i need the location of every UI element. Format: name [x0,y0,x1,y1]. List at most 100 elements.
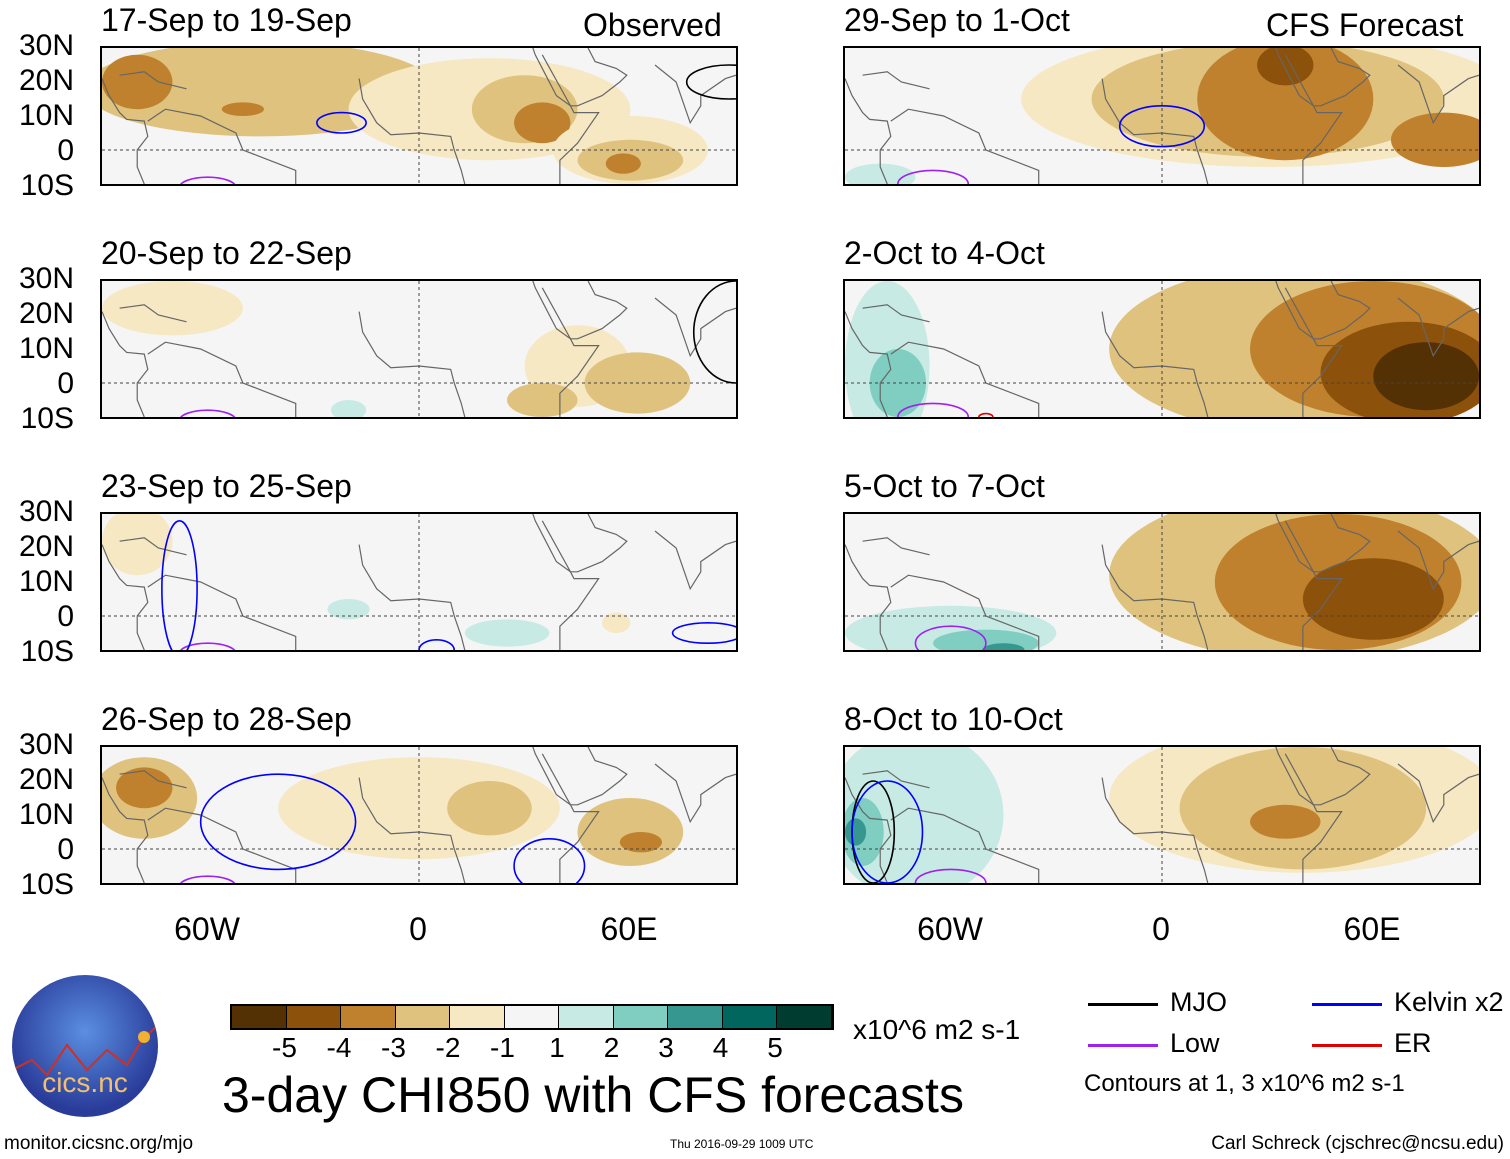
anomaly-region [982,643,1025,650]
lat-label: 0 [57,833,74,866]
colorbar-swatch [286,1006,341,1028]
colorbar-units: x10^6 m2 s-1 [853,1014,1021,1045]
anomaly-region [1197,48,1374,161]
coastline [148,342,296,417]
lon-label: 60W [174,911,240,947]
wave-contour [673,623,736,643]
coastline [542,514,627,572]
panel-title: 26-Sep to 28-Sep [101,701,352,737]
map-panel [843,279,1481,419]
lon-label: 0 [409,911,427,947]
wave-contour [419,640,454,650]
footer-url[interactable]: monitor.cicsnc.org/mjo [4,1133,194,1154]
anomaly-region [605,153,641,174]
coastline [891,575,1039,650]
coastline [148,575,296,650]
coastline [1285,514,1370,572]
map-panel [100,279,738,419]
colorbar [230,1004,834,1030]
legend-label: ER [1394,1028,1432,1058]
anomaly-region [845,818,867,846]
colorbar-swatch [232,1006,287,1028]
wave-contour [898,403,968,417]
anomaly-region [102,281,243,336]
anomaly-region [1373,342,1479,411]
coastline [532,281,599,417]
coastline [863,538,930,555]
lat-label: 10S [20,169,74,202]
coastline [655,764,736,822]
coastline [148,808,296,883]
footer-timestamp: Thu 2016-09-29 1009 UTC [670,1137,814,1151]
anomaly-region [221,102,265,116]
wave-contour [915,869,985,883]
lat-label: 0 [57,600,74,633]
map-panel [100,46,738,186]
main-title: 3-day CHI850 with CFS forecasts [222,1067,964,1123]
anomaly-region [507,383,578,417]
wave-contour [687,65,736,99]
legend-note: Contours at 1, 3 x10^6 m2 s-1 [1084,1070,1405,1097]
coastline [1275,747,1342,883]
wave-contour [179,643,235,650]
coastline [1285,747,1370,805]
colorbar-label: 2 [603,1032,620,1063]
lon-label: 60W [917,911,983,947]
lat-label: 10S [20,635,74,668]
lat-label: 10N [18,99,74,132]
wave-contour [979,414,993,417]
logo-text: cics.nc [42,1067,128,1098]
coastline [120,305,187,322]
coastline [863,305,930,322]
anomaly-region [1250,804,1321,839]
coastline [655,65,736,123]
map-panel [843,745,1481,885]
coastline [359,312,465,417]
lon-label: 60E [600,911,658,947]
coastline [891,808,1039,883]
coastline [102,79,148,184]
coastline [1398,65,1479,123]
lat-label: 10N [18,565,74,598]
coastline [1275,48,1342,184]
anomaly-region [102,54,173,110]
map-panel [100,745,738,885]
colorbar-label: -5 [272,1032,297,1063]
coastline [1285,281,1370,339]
anomaly-region [327,599,370,620]
coastline [120,771,187,788]
coastline [542,747,627,805]
coastline [891,109,1039,184]
colorbar-swatch [613,1006,668,1028]
coastline [1275,514,1342,650]
anomaly-region [602,612,631,633]
colorbar-label: -2 [435,1032,461,1063]
panel-title: 5-Oct to 7-Oct [844,468,1045,504]
coastline [542,48,627,106]
lat-label: 30N [18,29,74,62]
colorbar-swatch [777,1006,832,1028]
logo: cics.nc [12,975,158,1117]
wave-contour [179,177,235,184]
panel-tag: CFS Forecast [1266,7,1464,43]
anomaly-region [619,832,663,853]
lat-label: 0 [57,134,74,167]
coastline [655,298,736,356]
colorbar-label: 4 [712,1032,729,1063]
coastline [863,72,930,89]
coastline [102,778,148,883]
coastline [891,342,1039,417]
legend-line [1312,1003,1382,1006]
coastline [845,79,891,184]
lon-label: 0 [1152,911,1170,947]
lat-label: 30N [18,262,74,295]
anomaly-region [1257,48,1314,86]
wave-contour [1120,106,1205,147]
wave-contour [317,113,366,133]
panel-title: 2-Oct to 4-Oct [844,235,1045,271]
coastline [655,531,736,589]
coastline [148,109,296,184]
anomaly-region [447,781,532,836]
coastline [1398,531,1479,589]
